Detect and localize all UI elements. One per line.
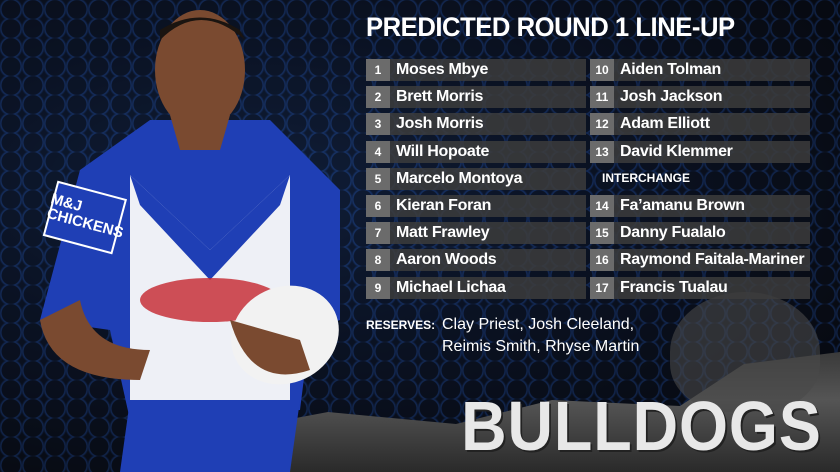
lineup-row: 9 Michael Lichaa bbox=[366, 276, 586, 299]
lineup-row: 17 Francis Tualau bbox=[590, 276, 810, 299]
lineup-row: 8 Aaron Woods bbox=[366, 249, 586, 272]
lineup-row: 5 Marcelo Montoya bbox=[366, 167, 586, 190]
player-name: Aiden Tolman bbox=[620, 61, 721, 78]
lineup-row: 1 Moses Mbye bbox=[366, 59, 586, 81]
player-name: Aaron Woods bbox=[396, 251, 497, 269]
jersey-number: 7 bbox=[366, 222, 390, 245]
jersey-number: 3 bbox=[366, 113, 390, 136]
jersey-number: 9 bbox=[366, 276, 390, 299]
lineup-row: 10 Aiden Tolman bbox=[590, 59, 810, 81]
jersey-number: 11 bbox=[590, 86, 614, 109]
lineup-row: 12 Adam Elliott bbox=[590, 113, 810, 136]
player-name: Adam Elliott bbox=[620, 115, 710, 133]
player-name: David Klemmer bbox=[620, 142, 733, 160]
player-name: Francis Tualau bbox=[620, 278, 728, 296]
player-name: Josh Morris bbox=[396, 115, 484, 133]
player-name: Marcelo Montoya bbox=[396, 169, 523, 187]
jersey-number: 12 bbox=[590, 113, 614, 136]
interchange-label: INTERCHANGE bbox=[602, 171, 691, 185]
player-name: Fa’amanu Brown bbox=[620, 197, 745, 214]
jersey-number: 15 bbox=[590, 222, 614, 245]
lineup-row: 3 Josh Morris bbox=[366, 113, 586, 136]
reserves-line-1: Clay Priest, Josh Cleeland, bbox=[442, 316, 635, 333]
reserves: RESERVES: Clay Priest, Josh Cleeland, Rei… bbox=[366, 314, 639, 357]
player-name: Kieran Foran bbox=[396, 197, 492, 214]
lineup-row: 15 Danny Fualalo bbox=[590, 222, 810, 245]
player-name: Matt Frawley bbox=[396, 224, 490, 242]
player-name: Will Hopoate bbox=[396, 142, 490, 160]
bulldog-mascot-image bbox=[670, 292, 820, 412]
lineup-row: 2 Brett Morris bbox=[366, 86, 586, 109]
player-name: Raymond Faitala-Mariner bbox=[620, 251, 805, 269]
player-name: Michael Lichaa bbox=[396, 278, 506, 296]
player-name: Brett Morris bbox=[396, 88, 484, 106]
player-name: Moses Mbye bbox=[396, 61, 489, 78]
reserves-label: RESERVES: bbox=[366, 318, 436, 332]
jersey-number: 14 bbox=[590, 195, 614, 217]
bulldogs-logo: BULLDOGS bbox=[461, 387, 822, 465]
jersey-number: 16 bbox=[590, 249, 614, 272]
page-title: PREDICTED ROUND 1 LINE-UP bbox=[366, 12, 735, 42]
jersey-number: 4 bbox=[366, 140, 390, 163]
jersey-number: 1 bbox=[366, 59, 390, 81]
lineup-row: 4 Will Hopoate bbox=[366, 140, 586, 163]
jersey-number: 13 bbox=[590, 140, 614, 163]
jersey-number: 10 bbox=[590, 59, 614, 81]
jersey-number: 8 bbox=[366, 249, 390, 272]
lineup-row: 16 Raymond Faitala-Mariner bbox=[590, 249, 810, 272]
lineup-row: 6 Kieran Foran bbox=[366, 195, 586, 217]
reserves-line-2: Reimis Smith, Rhyse Martin bbox=[442, 338, 640, 355]
jersey-number: 2 bbox=[366, 86, 390, 109]
lineup-row: 14 Fa’amanu Brown bbox=[590, 195, 810, 217]
player-photo bbox=[40, 10, 340, 472]
jersey-number: 5 bbox=[366, 167, 390, 190]
jersey-number: 6 bbox=[366, 195, 390, 217]
lineup-row: 13 David Klemmer bbox=[590, 140, 810, 163]
lineup-row: 7 Matt Frawley bbox=[366, 222, 586, 245]
player-name: Josh Jackson bbox=[620, 88, 723, 106]
jersey-number: 17 bbox=[590, 276, 614, 299]
player-name: Danny Fualalo bbox=[620, 224, 726, 242]
lineup-row: 11 Josh Jackson bbox=[590, 86, 810, 109]
